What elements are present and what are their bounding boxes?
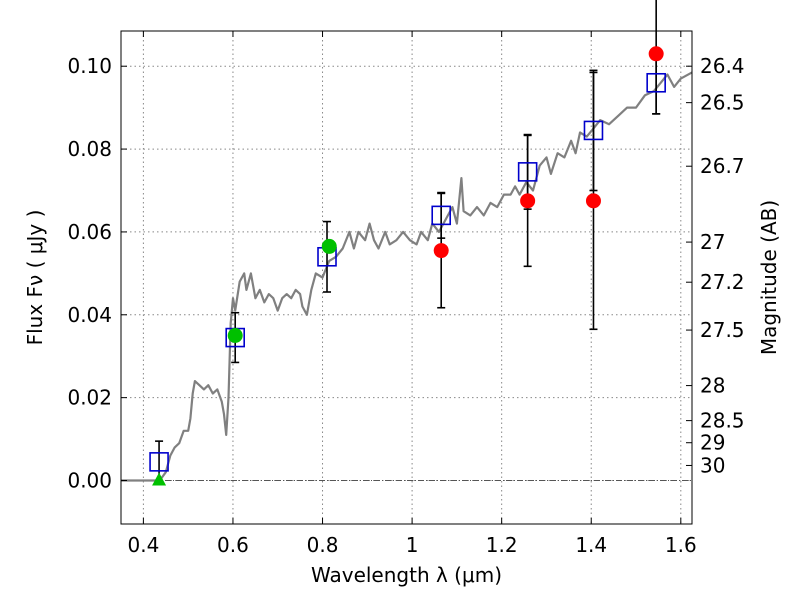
y-axis-title-magnitude: Magnitude (AB): [757, 200, 781, 355]
y-tick-label: 0.08: [67, 137, 112, 161]
magnitude-tick-label: 27: [700, 230, 725, 254]
model-square-marker: [149, 452, 169, 472]
error-bars: [155, 0, 661, 484]
upper-limit-marker: [152, 472, 167, 486]
detection-point: [321, 238, 337, 254]
magnitude-tick-label: 27.5: [700, 318, 745, 342]
model-square-marker: [517, 162, 538, 182]
spectrum-series: [121, 71, 693, 482]
y-tick-label: 0.10: [67, 54, 112, 78]
y-tick-label: 0.00: [67, 469, 112, 493]
magnitude-tick-label: 26.5: [700, 91, 745, 115]
x-tick-label: 1: [406, 533, 419, 557]
model-square-marker: [646, 72, 666, 93]
x-tick-label: 1.6: [665, 533, 697, 557]
x-tick-label: 0.4: [127, 533, 159, 557]
measurement-point: [433, 243, 449, 259]
magnitude-tick-label: 28.5: [700, 409, 745, 433]
detection-point: [227, 328, 243, 343]
model-square-marker: [431, 205, 452, 226]
y-axis-flux: 0.00 0.02 0.04 0.06 0.08 0.10: [67, 54, 127, 493]
y-tick-label: 0.02: [67, 386, 112, 410]
x-tick-label: 0.6: [217, 533, 249, 557]
y-axis-title: Flux Fν ( μJy ): [23, 210, 47, 346]
y-tick-label: 0.06: [67, 220, 112, 244]
spectrum-line: [121, 71, 693, 482]
measurement-point: [520, 193, 536, 209]
detection-points-series: [152, 238, 337, 486]
magnitude-tick-label: 26.7: [700, 154, 745, 178]
grid-lines: [121, 31, 692, 524]
magnitude-tick-label: 27.2: [700, 270, 745, 294]
measurement-points-series: [433, 46, 664, 259]
x-axis-title: Wavelength λ (μm): [311, 563, 502, 587]
magnitude-tick-label: 26.4: [700, 54, 745, 78]
measurement-point: [585, 193, 601, 209]
x-tick-label: 0.8: [307, 533, 339, 557]
magnitude-tick-label: 29: [700, 431, 725, 455]
magnitude-tick-label: 30: [700, 453, 725, 477]
magnitude-tick-label: 28: [700, 374, 725, 398]
x-axis: 0.4 0.6 0.8 1 1.2 1.4 1.6: [127, 31, 697, 557]
model-square-marker: [583, 120, 604, 141]
x-tick-label: 1.4: [575, 533, 607, 557]
y-tick-label: 0.04: [67, 303, 112, 327]
plot-frame: [120, 30, 693, 525]
x-tick-label: 1.2: [486, 533, 518, 557]
measurement-point: [648, 46, 664, 62]
